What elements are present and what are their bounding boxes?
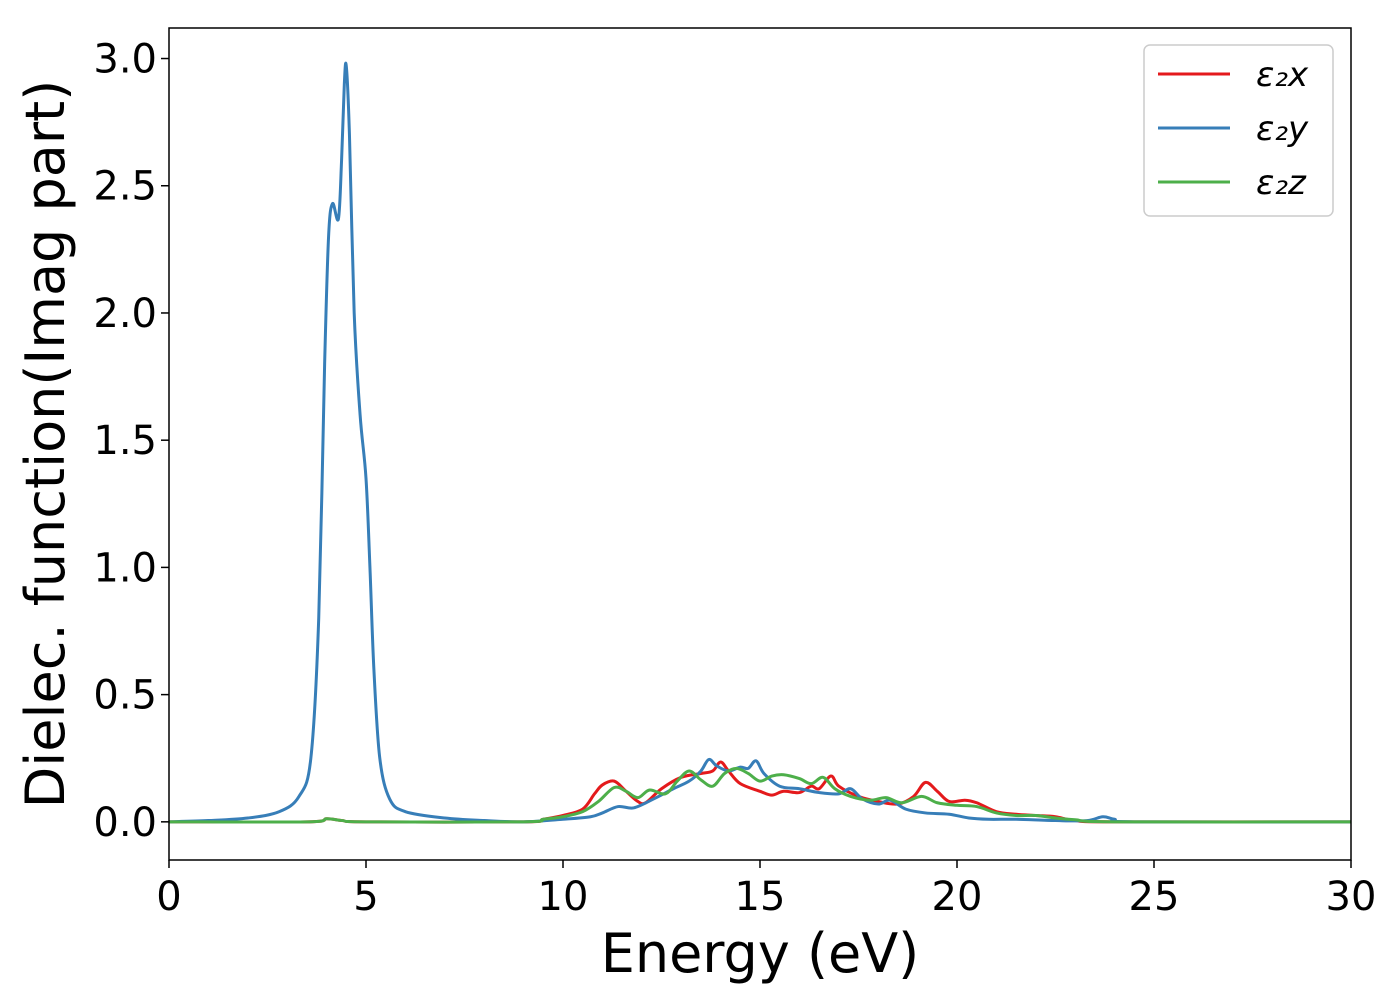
legend: ε₂x ε₂y ε₂z (1143, 44, 1334, 217)
x-axis-label: Energy (eV) (601, 922, 920, 985)
legend-label: ε₂z (1256, 163, 1307, 203)
x-tick-label: 25 (1129, 874, 1180, 920)
series-line-2 (169, 766, 1351, 824)
x-tick-label: 15 (735, 874, 786, 920)
y-tick-label: 1.5 (93, 418, 157, 464)
ticks-layer: 0 5 10 15 20 25 30 0.0 0.5 1.0 1.5 2.0 2.5 3.0 (93, 37, 1376, 920)
series-line-1 (169, 61, 1351, 824)
x-tick-label: 20 (932, 874, 983, 920)
y-axis-label: Dielec. function(Imag part) (14, 80, 77, 809)
y-tick-label: 2.5 (93, 164, 157, 210)
x-tick-label: 0 (156, 874, 181, 920)
legend-box (1143, 44, 1334, 217)
y-tick-label: 1.0 (93, 545, 157, 591)
series-layer (169, 61, 1351, 824)
x-tick-label: 10 (538, 874, 589, 920)
legend-label: ε₂y (1256, 109, 1309, 149)
legend-label: ε₂x (1256, 55, 1309, 95)
series-line-0 (169, 760, 1351, 824)
y-tick-label: 0.0 (93, 800, 157, 846)
x-tick-label: 30 (1326, 874, 1377, 920)
y-tick-label: 0.5 (93, 673, 157, 719)
y-tick-label: 2.0 (93, 291, 157, 337)
y-tick-label: 3.0 (93, 37, 157, 83)
x-tick-label: 5 (353, 874, 378, 920)
